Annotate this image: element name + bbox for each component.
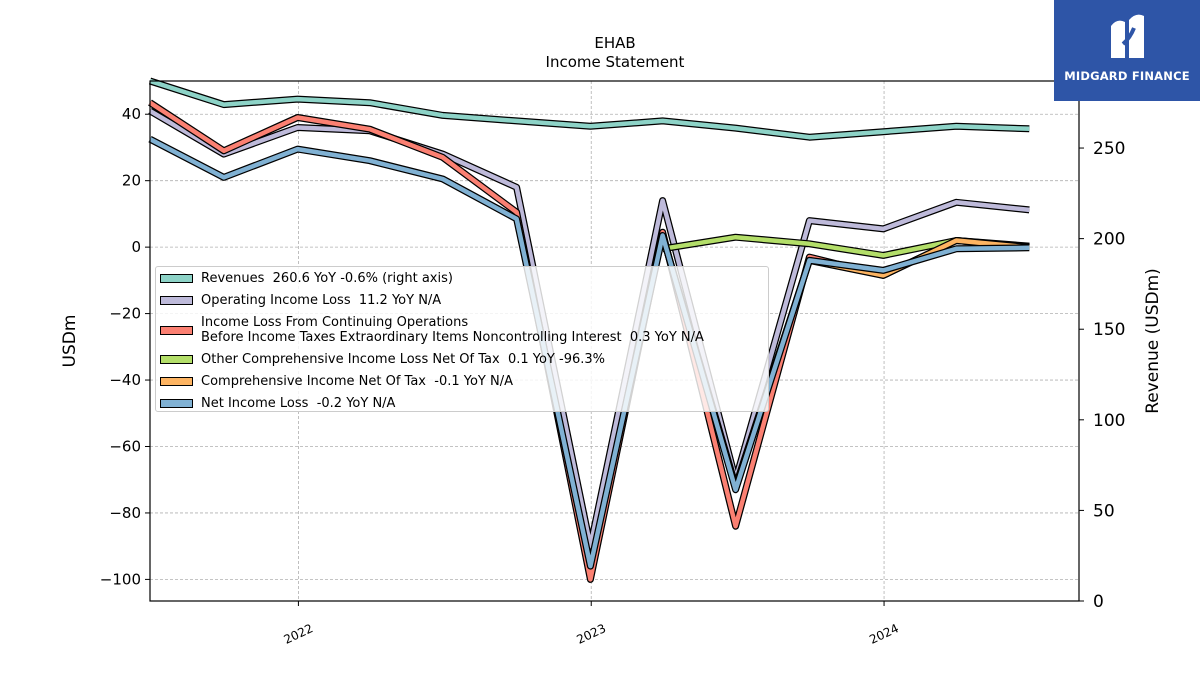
x-tick-label: 2022	[282, 621, 316, 647]
y-axis-label-right: Revenue (USDm)	[1143, 268, 1163, 414]
y-tick-label-right: 250	[1093, 139, 1125, 159]
legend-item: Income Loss From Continuing Operations B…	[160, 315, 704, 345]
legend-swatch	[160, 399, 193, 408]
y-tick-label-right: 50	[1093, 501, 1115, 521]
y-tick-label-left: −20	[109, 305, 141, 323]
legend-label: Income Loss From Continuing Operations B…	[201, 315, 704, 345]
y-tick-label-left: −80	[109, 504, 141, 522]
y-tick-label-left: 20	[122, 172, 141, 190]
legend-item: Revenues 260.6 YoY -0.6% (right axis)	[160, 271, 453, 286]
series-layer	[148, 77, 1030, 583]
legend-label: Net Income Loss -0.2 YoY N/A	[201, 396, 396, 411]
legend-label: Other Comprehensive Income Loss Net Of T…	[201, 352, 605, 367]
x-tick-label: 2023	[574, 621, 608, 647]
legend-label: Comprehensive Income Net Of Tax -0.1 YoY…	[201, 374, 513, 389]
series-line	[148, 137, 1030, 569]
legend-swatch	[160, 274, 193, 283]
y-tick-label-left: 0	[131, 238, 141, 256]
legend-swatch	[160, 355, 193, 364]
series-1	[148, 107, 1030, 550]
series-0	[148, 77, 1030, 141]
brand-name: MIDGARD FINANCE	[1064, 69, 1190, 83]
midgard-logo-icon	[1111, 14, 1144, 59]
legend-item: Other Comprehensive Income Loss Net Of T…	[160, 352, 605, 367]
series-line	[149, 78, 1030, 140]
chart-subtitle: Income Statement	[546, 53, 685, 71]
legend-item: Comprehensive Income Net Of Tax -0.1 YoY…	[160, 374, 513, 389]
y-tick-label-right: 150	[1093, 320, 1125, 340]
chart-title: EHAB	[594, 34, 635, 52]
legend-item: Net Income Loss -0.2 YoY N/A	[160, 396, 395, 411]
y-tick-label-left: −100	[100, 570, 141, 588]
legend-swatch	[160, 296, 193, 305]
y-tick-label-left: 40	[122, 105, 141, 123]
x-tick-label: 2024	[867, 621, 901, 647]
y-axis-label-left: USDm	[60, 315, 80, 368]
y-tick-label-right: 0	[1093, 592, 1104, 612]
series-line	[148, 108, 1030, 549]
legend-label: Operating Income Loss 11.2 YoY N/A	[201, 293, 442, 308]
y-tick-label-right: 200	[1093, 230, 1125, 250]
series-5	[148, 135, 1030, 570]
brand-logo: MIDGARD FINANCE	[1054, 0, 1200, 101]
legend-swatch	[160, 377, 193, 386]
y-tick-label-left: −60	[109, 437, 141, 455]
y-tick-label-right: 100	[1093, 411, 1125, 431]
legend-item: Operating Income Loss 11.2 YoY N/A	[160, 293, 441, 308]
y-tick-label-left: −40	[109, 371, 141, 389]
legend-swatch	[160, 325, 193, 335]
axes: −100 −80 −60 −40 −20 0 20 40 0 50 100 150 200 250 2022…	[100, 105, 1126, 647]
chart-legend: Revenues 260.6 YoY -0.6% (right axis) Ope…	[155, 266, 769, 412]
plot-frame	[149, 80, 1080, 602]
legend-label: Revenues 260.6 YoY -0.6% (right axis)	[201, 271, 453, 286]
